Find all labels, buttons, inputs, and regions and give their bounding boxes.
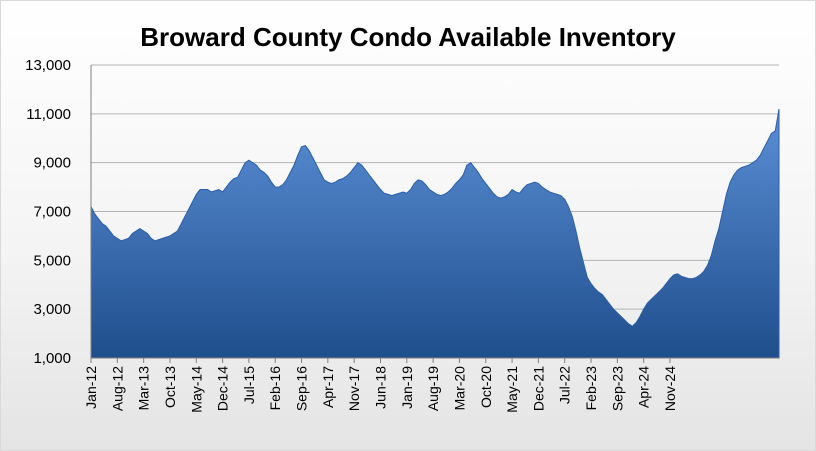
x-axis: Jan-12 Aug-12 Mar-13 Oct-13 May-14 Dec-14 Jul-… bbox=[83, 357, 779, 413]
x-tick-label: Nov-24 bbox=[662, 366, 678, 411]
x-tick-label: Mar-13 bbox=[136, 366, 152, 411]
y-tick-label: 3,000 bbox=[33, 301, 71, 318]
x-tick-label: Aug-12 bbox=[109, 366, 125, 411]
y-tick-label: 1,000 bbox=[33, 350, 71, 367]
y-tick-label: 9,000 bbox=[33, 155, 71, 172]
x-tick-label: Dec-14 bbox=[215, 366, 231, 411]
x-tick-label: Apr-17 bbox=[320, 366, 336, 408]
x-tick-label: Jul-15 bbox=[241, 366, 257, 404]
plot-area bbox=[90, 108, 780, 359]
x-tick-label: Apr-24 bbox=[636, 366, 652, 408]
x-tick-label: Mar-20 bbox=[451, 366, 467, 411]
x-tick-label: Oct-13 bbox=[162, 366, 178, 408]
y-tick-label: 11,000 bbox=[26, 106, 71, 123]
x-tick-label: Jun-18 bbox=[372, 366, 388, 409]
x-tick-label: May-21 bbox=[504, 366, 520, 413]
x-tick-label: Jan-19 bbox=[399, 366, 415, 409]
x-tick-label: Dec-21 bbox=[530, 366, 546, 411]
x-tick-label: Jan-12 bbox=[83, 366, 99, 409]
x-tick-label: Oct-20 bbox=[478, 366, 494, 408]
x-tick-label: Nov-17 bbox=[346, 366, 362, 411]
chart-title: Broward County Condo Available Inventory bbox=[140, 22, 676, 52]
inventory-area bbox=[90, 108, 780, 359]
y-tick-label: 13,000 bbox=[25, 57, 71, 74]
x-tick-label: Aug-19 bbox=[425, 366, 441, 411]
x-tick-label: Sep-16 bbox=[294, 366, 310, 411]
x-tick-label: May-14 bbox=[188, 366, 204, 413]
y-axis: 1,000 3,000 5,000 7,000 9,000 11,000 13,000 bbox=[25, 57, 92, 367]
x-tick-label: Feb-16 bbox=[267, 366, 283, 411]
x-tick-label: Sep-23 bbox=[609, 366, 625, 411]
y-tick-label: 5,000 bbox=[33, 252, 71, 269]
y-tick-label: 7,000 bbox=[33, 204, 71, 221]
x-tick-label: Jul-22 bbox=[557, 366, 573, 404]
x-tick-label: Feb-23 bbox=[583, 366, 599, 411]
